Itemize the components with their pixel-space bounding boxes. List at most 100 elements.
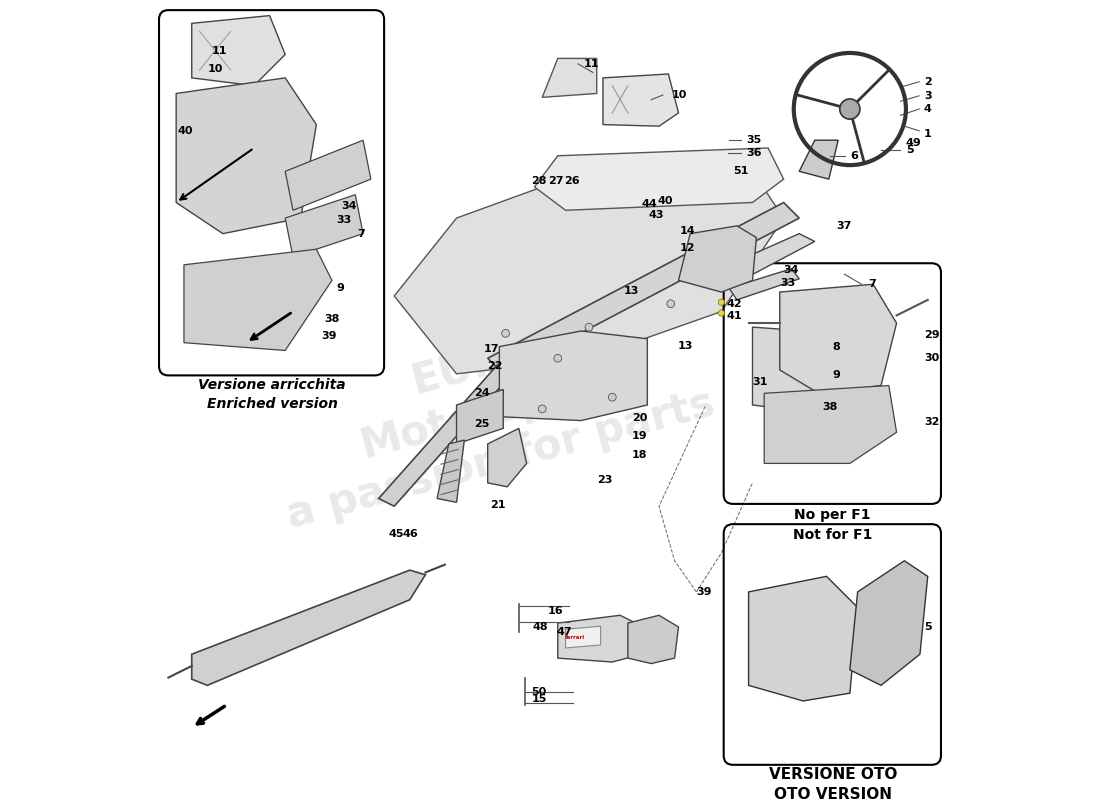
Text: 7: 7 — [868, 279, 876, 290]
Polygon shape — [437, 440, 464, 502]
Text: Not for F1: Not for F1 — [793, 528, 872, 542]
Text: 11: 11 — [211, 46, 227, 56]
Text: 51: 51 — [733, 166, 748, 176]
Polygon shape — [558, 615, 636, 662]
Polygon shape — [729, 269, 800, 300]
Polygon shape — [565, 626, 601, 648]
Text: 3: 3 — [924, 90, 932, 101]
Text: 15: 15 — [531, 694, 547, 704]
Circle shape — [718, 299, 725, 306]
Text: ferrari: ferrari — [564, 634, 585, 639]
Polygon shape — [729, 234, 815, 277]
Text: 17: 17 — [484, 344, 499, 354]
Text: 40: 40 — [178, 126, 194, 136]
Text: 35: 35 — [746, 135, 761, 145]
Polygon shape — [176, 78, 317, 234]
Polygon shape — [542, 58, 596, 98]
Polygon shape — [487, 428, 527, 486]
Text: 21: 21 — [490, 500, 506, 510]
Text: 47: 47 — [557, 627, 572, 638]
Text: 31: 31 — [752, 377, 768, 386]
Text: 39: 39 — [321, 331, 337, 342]
Text: 27: 27 — [549, 176, 564, 186]
Text: 29: 29 — [924, 330, 939, 340]
Text: No per F1: No per F1 — [794, 508, 871, 522]
Text: 46: 46 — [402, 530, 418, 539]
Polygon shape — [394, 156, 783, 374]
Text: 9: 9 — [337, 283, 344, 293]
Text: 7: 7 — [356, 229, 364, 238]
Text: 37: 37 — [837, 221, 852, 231]
Text: 10: 10 — [207, 63, 222, 74]
Text: 22: 22 — [487, 361, 503, 371]
Text: 34: 34 — [341, 201, 356, 210]
Circle shape — [585, 323, 593, 331]
Text: 6: 6 — [850, 150, 858, 161]
Text: 25: 25 — [474, 418, 490, 429]
Text: 48: 48 — [532, 622, 548, 632]
Polygon shape — [780, 284, 896, 394]
Text: 5: 5 — [924, 622, 932, 632]
Text: VERSIONE OTO: VERSIONE OTO — [769, 767, 896, 782]
Text: 20: 20 — [631, 414, 647, 423]
Text: 18: 18 — [631, 450, 647, 460]
Text: 33: 33 — [781, 278, 795, 289]
Circle shape — [502, 330, 509, 338]
Text: 4: 4 — [924, 104, 932, 114]
Polygon shape — [499, 331, 648, 421]
Text: 39: 39 — [696, 587, 712, 597]
Text: 13: 13 — [678, 341, 693, 351]
Text: 44: 44 — [641, 199, 657, 209]
Text: 34: 34 — [783, 266, 800, 275]
Polygon shape — [628, 615, 679, 663]
Polygon shape — [378, 358, 519, 506]
Text: 8: 8 — [832, 342, 839, 351]
Polygon shape — [191, 570, 426, 686]
Text: 9: 9 — [832, 370, 839, 381]
Text: 13: 13 — [624, 286, 639, 295]
Polygon shape — [603, 74, 679, 126]
Circle shape — [538, 405, 546, 413]
Circle shape — [667, 300, 674, 308]
Text: 1: 1 — [924, 129, 932, 139]
Text: 28: 28 — [531, 176, 547, 186]
Polygon shape — [285, 194, 363, 257]
Polygon shape — [764, 386, 896, 463]
Text: 50: 50 — [531, 686, 547, 697]
Text: 32: 32 — [924, 417, 939, 427]
Text: 10: 10 — [671, 90, 686, 100]
Polygon shape — [487, 202, 800, 374]
Text: 30: 30 — [924, 354, 939, 363]
Text: 11: 11 — [583, 59, 600, 69]
Text: 24: 24 — [474, 387, 491, 398]
Text: 41: 41 — [726, 311, 741, 322]
Text: 36: 36 — [746, 149, 762, 158]
Polygon shape — [850, 561, 927, 686]
Text: Enriched version: Enriched version — [207, 398, 338, 411]
Text: 43: 43 — [648, 210, 663, 220]
Text: EURO
Motorsport
a passion for parts: EURO Motorsport a passion for parts — [256, 289, 719, 537]
Circle shape — [608, 394, 616, 401]
Polygon shape — [679, 226, 757, 292]
Text: 14: 14 — [680, 226, 695, 236]
Text: 16: 16 — [548, 606, 563, 616]
Text: 19: 19 — [631, 431, 648, 441]
Text: 38: 38 — [324, 314, 340, 324]
Polygon shape — [749, 576, 858, 701]
Text: 40: 40 — [658, 196, 673, 206]
Text: 5: 5 — [906, 145, 914, 154]
Circle shape — [554, 354, 562, 362]
Text: 38: 38 — [823, 402, 838, 411]
Text: OTO VERSION: OTO VERSION — [773, 786, 892, 800]
Text: 23: 23 — [596, 474, 612, 485]
Text: 12: 12 — [680, 242, 695, 253]
Polygon shape — [191, 15, 285, 86]
Text: 49: 49 — [906, 138, 922, 148]
Polygon shape — [800, 140, 838, 179]
Polygon shape — [535, 148, 783, 210]
Polygon shape — [184, 250, 332, 350]
Circle shape — [718, 310, 725, 316]
Text: 33: 33 — [337, 215, 352, 226]
Text: 26: 26 — [564, 176, 580, 186]
Text: 2: 2 — [924, 77, 932, 86]
